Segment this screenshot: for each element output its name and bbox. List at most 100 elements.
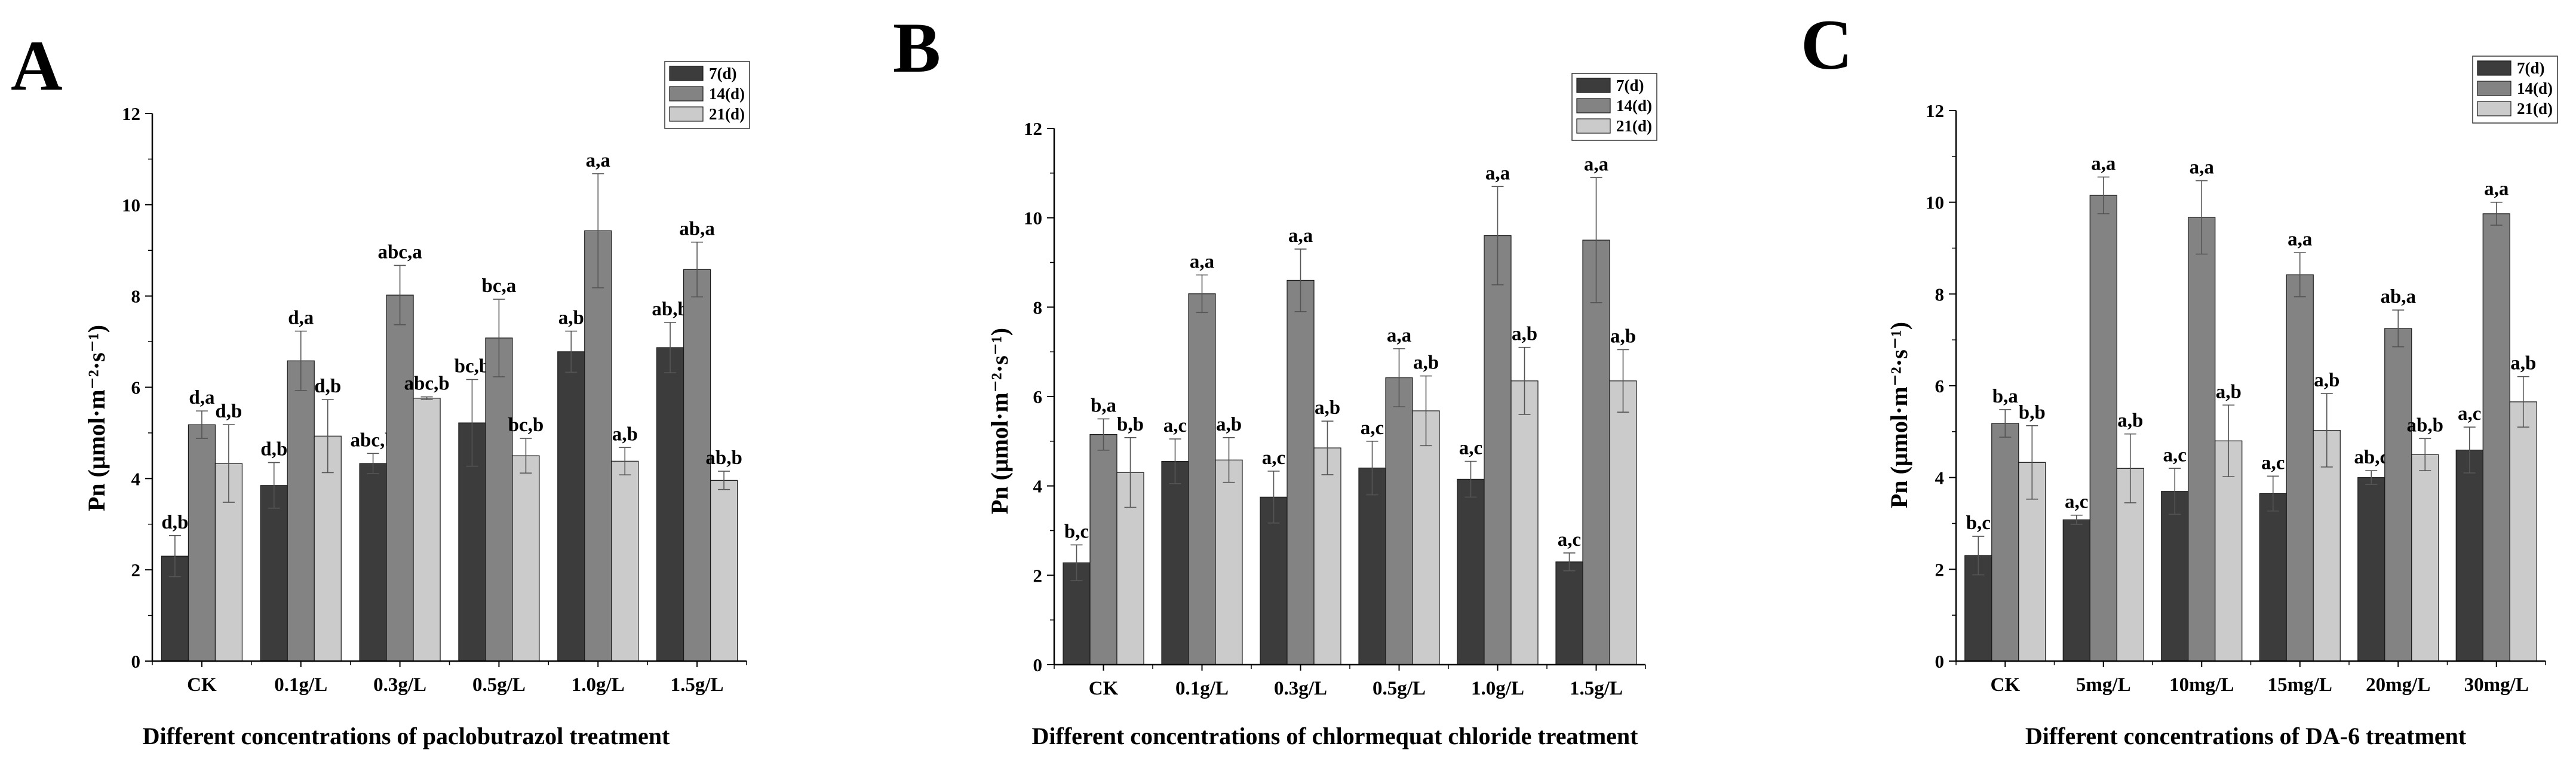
bar xyxy=(1313,447,1341,665)
significance-label: a,a xyxy=(1387,325,1411,346)
y-tick-label: 12 xyxy=(1926,100,1944,121)
significance-label: b,b xyxy=(2019,402,2046,423)
significance-label: a,b xyxy=(612,423,638,445)
x-axis-title: Different concentrations of DA-6 treatme… xyxy=(2025,723,2467,749)
y-tick-label: 2 xyxy=(131,560,141,580)
y-tick-label: 8 xyxy=(1935,284,1945,305)
legend-label: 14(d) xyxy=(709,85,745,103)
bar xyxy=(710,480,738,662)
significance-label: bc,b xyxy=(508,414,544,436)
bar xyxy=(260,485,288,662)
bar xyxy=(413,398,441,662)
significance-label: abc,b xyxy=(404,373,450,395)
y-tick-label: 8 xyxy=(1033,297,1043,318)
bar xyxy=(1287,279,1315,665)
y-tick-label: 2 xyxy=(1033,565,1043,586)
significance-label: ab,b xyxy=(652,299,688,320)
legend-label: 21(d) xyxy=(1616,117,1652,135)
y-tick-label: 0 xyxy=(1935,651,1945,672)
bar xyxy=(386,294,414,662)
bar xyxy=(1412,410,1440,665)
x-tick-label: 0.1g/L xyxy=(274,674,327,696)
bar xyxy=(314,435,342,662)
significance-label: a,b xyxy=(1413,352,1439,374)
bar xyxy=(2161,491,2189,662)
bar xyxy=(683,269,711,662)
y-tick-label: 6 xyxy=(1033,386,1043,407)
legend: 7(d) 14(d) 21(d) xyxy=(2472,56,2558,124)
bar xyxy=(2215,440,2243,662)
legend: 7(d) 14(d) 21(d) xyxy=(1571,73,1657,141)
x-tick-label: 0.3g/L xyxy=(1274,678,1327,699)
x-tick-label: 1.0g/L xyxy=(1471,678,1524,699)
x-tick-label: 20mg/L xyxy=(2366,674,2430,696)
legend-label: 21(d) xyxy=(2517,100,2553,118)
legend: 7(d) 14(d) 21(d) xyxy=(664,61,750,129)
significance-label: a,c xyxy=(1262,447,1285,469)
bar xyxy=(512,455,540,662)
bar xyxy=(1484,235,1512,665)
bar xyxy=(1385,377,1413,665)
x-tick-label: CK xyxy=(1089,678,1119,699)
bar xyxy=(584,230,612,662)
significance-label: a,a xyxy=(1288,225,1313,247)
significance-label: bc,b xyxy=(455,356,490,377)
significance-label: a,a xyxy=(586,150,610,171)
x-tick-label: 1.5g/L xyxy=(671,674,724,696)
bar xyxy=(1358,468,1386,665)
significance-label: d,b xyxy=(215,401,242,422)
bar xyxy=(557,351,585,662)
x-tick-label: 30mg/L xyxy=(2464,674,2529,696)
legend-swatch xyxy=(669,66,704,81)
significance-label: a,c xyxy=(1163,415,1187,437)
significance-label: a,b xyxy=(1315,397,1340,419)
significance-label: abc,a xyxy=(377,241,422,263)
significance-label: a,c xyxy=(2261,452,2285,474)
significance-label: d,b xyxy=(260,439,287,460)
significance-label: a,a xyxy=(2484,179,2509,200)
significance-label: ab,b xyxy=(2407,414,2443,436)
significance-label: a,a xyxy=(2190,157,2214,179)
significance-label: a,c xyxy=(2163,444,2187,466)
significance-label: d,b xyxy=(314,376,341,397)
y-tick-label: 4 xyxy=(1033,476,1043,497)
bar xyxy=(188,424,216,662)
bar xyxy=(287,360,315,662)
significance-label: a,b xyxy=(2314,370,2339,391)
bar xyxy=(1188,293,1216,665)
significance-label: b,c xyxy=(1966,512,1991,534)
significance-label: a,c xyxy=(2458,403,2481,425)
plot-area: b,c a,c a,c a,c ab,c a,c b,a a,a a,a a,a ab,a a,a b,… xyxy=(1926,56,2558,696)
y-axis-title: Pn (μmol·m⁻²·s⁻¹) xyxy=(1886,322,1912,508)
x-tick-label: 15mg/L xyxy=(2268,674,2332,696)
legend-label: 14(d) xyxy=(2517,79,2553,97)
bar xyxy=(2455,449,2483,662)
significance-label: a,b xyxy=(2216,381,2242,402)
bar xyxy=(485,337,513,662)
significance-label: ab,a xyxy=(2380,286,2416,308)
panel-letter: C xyxy=(1801,5,1853,84)
significance-label: a,c xyxy=(2065,491,2088,513)
bar xyxy=(2188,217,2216,662)
significance-label: a,a xyxy=(2091,153,2116,174)
y-tick-label: 12 xyxy=(122,103,140,124)
y-tick-label: 4 xyxy=(1935,468,1945,488)
bar xyxy=(1260,496,1288,665)
legend-swatch xyxy=(669,106,704,122)
legend-swatch xyxy=(2477,101,2511,116)
y-tick-label: 10 xyxy=(1926,192,1944,213)
bar xyxy=(1609,380,1637,665)
bar xyxy=(656,347,684,662)
significance-label: b,c xyxy=(1064,521,1089,542)
bar xyxy=(1161,460,1189,665)
legend-swatch xyxy=(1576,78,1611,93)
significance-label: d,a xyxy=(189,387,214,408)
bar xyxy=(2357,477,2385,662)
bar xyxy=(1991,423,2019,662)
significance-label: a,a xyxy=(2288,229,2312,250)
x-tick-label: 1.5g/L xyxy=(1570,678,1623,699)
legend-label: 21(d) xyxy=(709,105,745,123)
bar xyxy=(1510,380,1539,665)
bar xyxy=(2089,195,2117,662)
chart-panel-a: A Different concentrations of paclobutra… xyxy=(11,26,750,749)
